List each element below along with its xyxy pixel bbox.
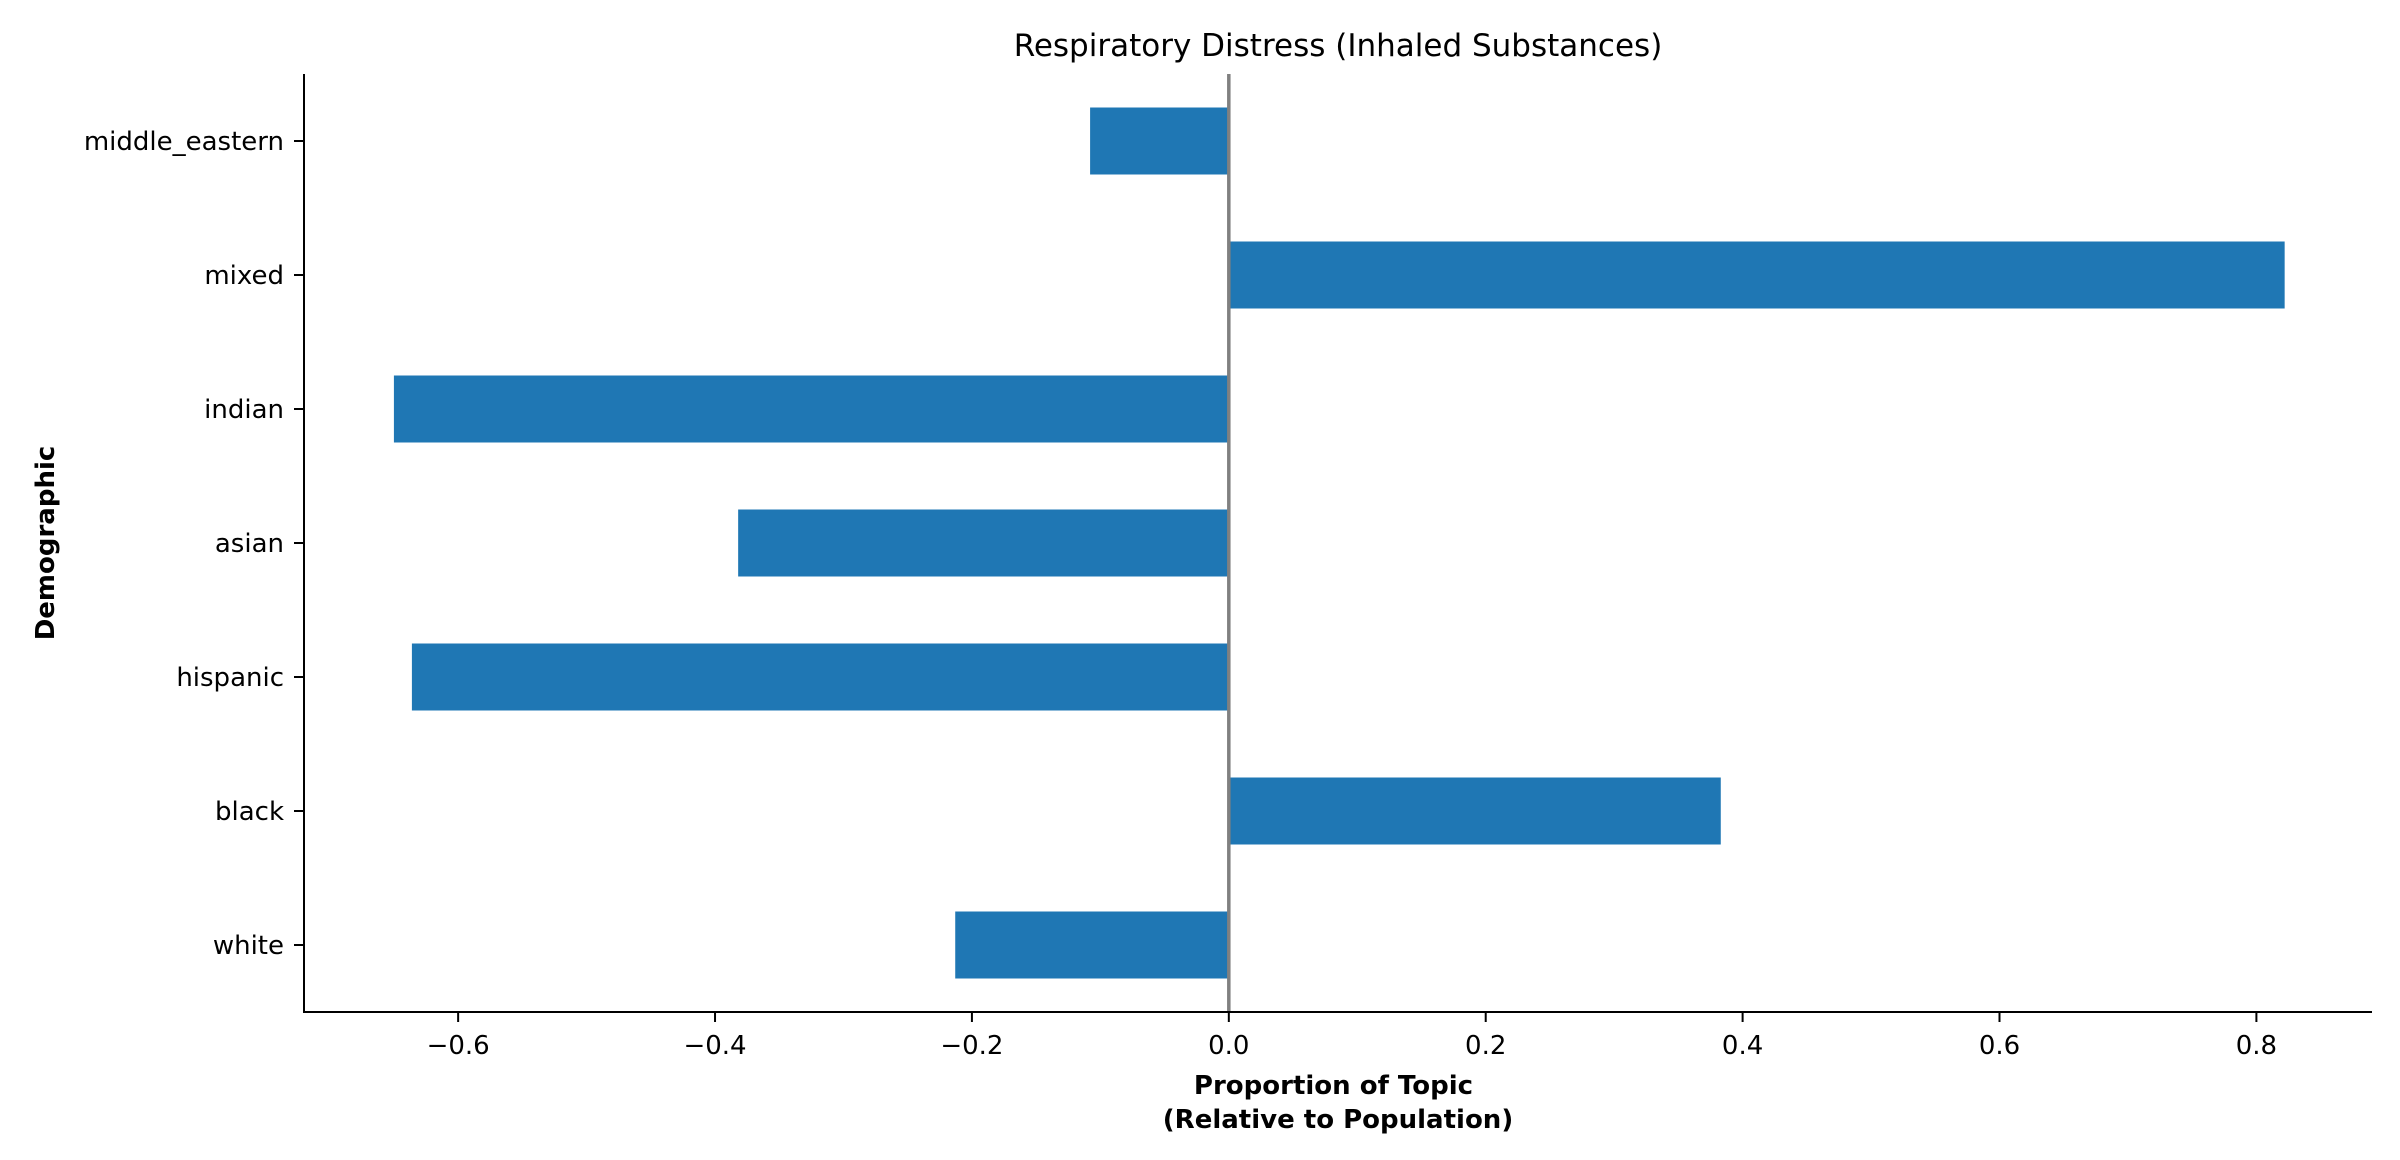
x-tick-label: 0.0 [1208,1031,1249,1061]
x-tick-label: 0.2 [1465,1031,1506,1061]
bar-mixed [1228,241,2285,309]
bar-black [1228,777,1721,845]
x-axis-title-line-2: (Relative to Population) [1163,1105,1513,1135]
x-tick-label: −0.4 [683,1031,746,1061]
x-axis-title: Proportion of Topic (Relative to Populat… [1163,1071,1513,1135]
bar-white [955,911,1229,979]
y-ticks: white black hispanic asian indian mixed middle… [84,127,304,961]
chart-title: Respiratory Distress (Inhaled Substances… [1014,28,1663,64]
y-tick-label-white: white [213,931,284,961]
y-tick-label-middle-eastern: middle_eastern [84,127,284,157]
x-tick-label: −0.2 [940,1031,1003,1061]
y-axis-title: Demographic [31,446,61,641]
bars [393,107,2285,979]
bar-middle-eastern [1090,107,1229,175]
x-tick-label: 0.4 [1722,1031,1763,1061]
x-tick-label: 0.8 [2236,1031,2277,1061]
y-tick-label-black: black [215,797,284,827]
x-tick-label: 0.6 [1979,1031,2020,1061]
y-tick-label-asian: asian [215,529,284,559]
x-ticks: −0.6 −0.4 −0.2 0.0 0.2 0.4 0.6 0.8 [427,1012,2277,1061]
x-axis-title-line-1: Proportion of Topic [1194,1071,1473,1101]
bar-asian [738,509,1229,577]
y-tick-label-indian: indian [204,395,284,425]
bar-hispanic [411,643,1229,711]
y-tick-label-mixed: mixed [204,261,284,291]
bar-indian [393,375,1229,443]
y-tick-label-hispanic: hispanic [176,663,284,693]
x-tick-label: −0.6 [427,1031,490,1061]
